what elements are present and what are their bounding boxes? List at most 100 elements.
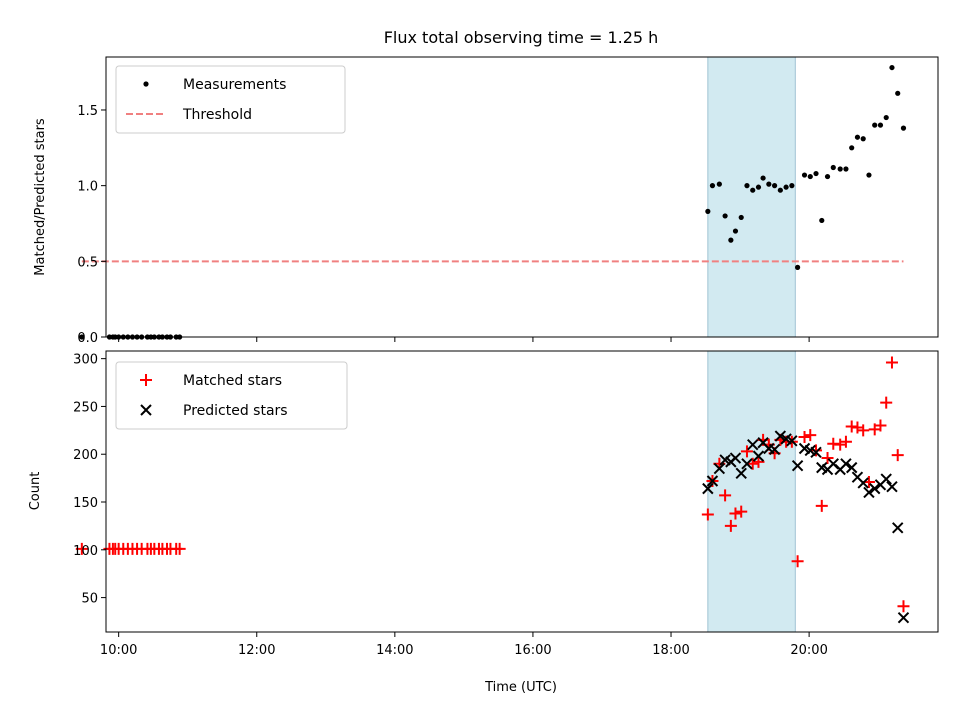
measurement-point	[889, 64, 895, 71]
matched-star-point	[891, 449, 904, 462]
predicted-star-point	[791, 459, 804, 472]
bottom-x-tick-label: 16:00	[514, 643, 551, 658]
top-y-tick-label: 1.0	[77, 180, 98, 195]
top-legend-frame	[115, 65, 346, 134]
measurement-point	[79, 334, 85, 340]
legend-threshold-label: Threshold	[182, 107, 252, 123]
matched-star-point	[851, 421, 864, 434]
matched-star-point	[729, 507, 742, 520]
matched-star-point	[724, 519, 737, 532]
bottom-x-tick-label: 12:00	[238, 643, 275, 658]
measurement-point	[755, 184, 762, 190]
legend-matched-marker	[140, 374, 152, 386]
predicted-star-point	[880, 473, 892, 485]
bottom-y-tick-label: 150	[73, 496, 98, 511]
legend-predicted-label: Predicted stars	[183, 403, 288, 419]
predicted-star-point	[752, 450, 765, 462]
matched-star-point	[75, 542, 88, 555]
measurement-point	[819, 217, 825, 224]
legend-predicted-marker	[140, 404, 152, 416]
measurement-point	[771, 183, 778, 189]
measurement-point	[766, 181, 772, 187]
matched-star-point	[821, 452, 834, 465]
bottom-y-ticks: 50 100 150 200 250 300	[73, 353, 106, 607]
measurement-point	[807, 173, 813, 180]
x-axis-label: Time (UTC)	[484, 680, 557, 695]
measurement-point	[849, 145, 855, 151]
matched-star-point	[857, 424, 870, 437]
measurement-point	[900, 125, 907, 131]
top-y-tick-label: 0.5	[77, 255, 98, 270]
measurement-point	[716, 181, 722, 187]
chart-title: Flux total observing time = 1.25 h	[384, 28, 659, 47]
bottom-x-tick-label: 10:00	[100, 643, 137, 658]
predicted-star-point	[892, 522, 904, 534]
matched-star-point	[874, 419, 887, 432]
matched-star-point	[880, 396, 893, 409]
top-x-ticks	[118, 337, 810, 342]
measurement-point	[705, 208, 711, 214]
measurement-point	[877, 122, 884, 128]
matched-star-point	[804, 429, 817, 442]
measurement-point	[744, 183, 750, 189]
top-plot-frame	[105, 56, 939, 338]
predicted-star-point	[713, 462, 726, 475]
predicted-star-point	[702, 482, 714, 495]
predicted-star-point	[863, 486, 875, 499]
top-y-tick-label: 1.5	[77, 104, 98, 119]
measurement-point	[813, 170, 819, 177]
matched-star-point	[752, 455, 765, 468]
matched-star-point	[815, 499, 828, 512]
measurement-point	[883, 114, 889, 121]
top-y-axis-label: Matched/Predicted stars	[33, 118, 48, 276]
bottom-highlight-span	[707, 350, 796, 633]
matched-star-point	[897, 600, 910, 613]
predicted-star-point	[774, 430, 787, 442]
matched-star-point	[798, 431, 811, 444]
matched-star-point	[719, 489, 732, 502]
matched-star-point	[735, 505, 748, 518]
top-y-tick-label: 0.0	[77, 331, 98, 346]
predicted-star-point	[786, 435, 798, 447]
bottom-y-axis-label: Count	[28, 472, 43, 511]
bottom-y-tick-label: 200	[73, 448, 98, 463]
matched-star-point	[791, 555, 804, 568]
bottom-highlight-span-layer	[707, 350, 796, 633]
measurement-point	[837, 166, 843, 172]
measurement-point	[709, 183, 716, 189]
matched-star-point	[885, 356, 898, 369]
bottom-legend-frame	[115, 361, 348, 430]
predicted-star-point	[729, 452, 742, 464]
bottom-x-tick-label: 18:00	[652, 643, 689, 658]
matched-star-point	[173, 542, 186, 555]
bottom-y-tick-label: 250	[73, 400, 98, 415]
predicted-star-point	[897, 611, 910, 624]
top-highlight-span-layer	[707, 56, 796, 338]
measurement-point	[854, 134, 861, 140]
predicted-star-point	[857, 477, 869, 489]
measurement-point	[866, 172, 872, 178]
predicted-star-point	[886, 481, 898, 493]
top-legend: Measurements Threshold	[115, 65, 346, 134]
matched-star-point	[810, 444, 823, 457]
bottom-x-tick-label: 20:00	[790, 643, 827, 658]
measurement-point	[895, 90, 901, 96]
matched-star-point	[746, 457, 759, 470]
measurement-point	[750, 187, 756, 193]
matched-star-point	[740, 445, 753, 458]
predicted-star-point	[768, 443, 781, 456]
measurement-point	[789, 183, 795, 189]
predicted-star-point	[840, 458, 852, 470]
bottom-y-tick-label: 50	[81, 592, 98, 607]
measurement-point	[738, 214, 744, 221]
matched-star-point	[701, 508, 714, 521]
predicted-star-point	[747, 438, 759, 451]
measurement-point	[795, 264, 801, 270]
measurement-point	[824, 173, 831, 180]
top-highlight-span	[707, 56, 796, 338]
measurement-point	[777, 187, 783, 193]
bottom-plot-frame	[105, 350, 939, 633]
bottom-series-layer	[75, 356, 910, 624]
measurement-point	[760, 175, 766, 181]
